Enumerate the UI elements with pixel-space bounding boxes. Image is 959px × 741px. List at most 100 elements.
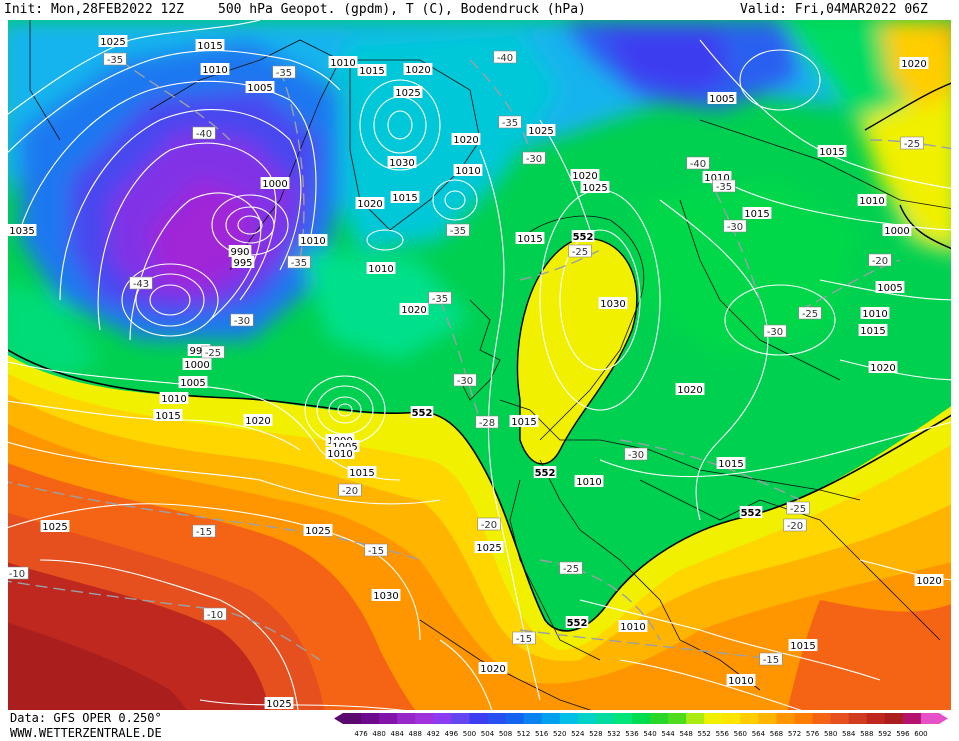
isobar-label: 1025 [393, 86, 423, 99]
init-time: Init: Mon,28FEB2022 12Z [4, 2, 185, 17]
isobar-label: 1015 [788, 639, 818, 652]
isobar-label-text: 1005 [247, 83, 272, 94]
legend-tick-label: 516 [535, 730, 549, 738]
valid-time: Valid: Fri,04MAR2022 06Z [740, 2, 928, 17]
isobar-label-text: 1025 [476, 543, 501, 554]
isobar-label: 1010 [857, 194, 887, 207]
isotherm-label-text: -25 [563, 564, 579, 575]
isotherm-label: -15 [512, 631, 536, 645]
isobar-label-text: 1010 [202, 65, 227, 76]
isobar-label: 1020 [243, 414, 273, 427]
isobar-label: 1030 [387, 156, 417, 169]
legend-tick-label: 580 [824, 730, 837, 738]
geopotential-label-text: 552 [412, 408, 433, 419]
isotherm-label: -43 [129, 276, 153, 290]
isobar-label: 1025 [474, 541, 504, 554]
isobar-label-text: 1005 [877, 283, 902, 294]
isotherm-label: -40 [192, 126, 216, 140]
isobar-label-text: 1025 [305, 526, 330, 537]
isotherm-label-text: -35 [502, 118, 518, 129]
isobar-label: 995 [231, 256, 255, 269]
legend-tick-label: 544 [661, 730, 675, 738]
isotherm-label-text: -20 [342, 486, 358, 497]
isobar-label-text: 1015 [819, 147, 844, 158]
isotherm-label: -35 [272, 65, 296, 79]
isotherm-label-text: -35 [276, 68, 292, 79]
isotherm-label: -20 [868, 253, 892, 267]
legend-swatch [902, 713, 922, 724]
legend-tick-label: 484 [390, 730, 404, 738]
isotherm-label-text: -35 [716, 182, 732, 193]
legend-swatch [884, 713, 904, 724]
isobar-label-text: 1020 [480, 664, 505, 675]
isobar-label: 1020 [868, 361, 898, 374]
isotherm-label: -30 [723, 219, 747, 233]
map-header: Init: Mon,28FEB2022 12Z 500 hPa Geopot. … [0, 0, 959, 20]
legend-swatch [397, 713, 416, 724]
isobar-label: 1005 [178, 376, 208, 389]
isobar-label: 1025 [580, 181, 610, 194]
isobar-label: 1015 [716, 457, 746, 470]
isobar-label-text: 1020 [572, 171, 597, 182]
isobar-label-text: 1000 [262, 179, 287, 190]
data-source-text: Data: GFS OPER 0.250° [10, 711, 162, 725]
isobar-label-text: 1020 [916, 576, 941, 587]
isotherm-label: -40 [493, 50, 517, 64]
isotherm-label: -30 [522, 151, 546, 165]
isotherm-label: -20 [477, 517, 501, 531]
legend-arrow-right [939, 713, 948, 724]
isotherm-label-text: -25 [904, 139, 920, 150]
geopotential-label: 552 [410, 406, 434, 419]
isobar-label: 1025 [303, 524, 333, 537]
isotherm-label-text: -10 [9, 569, 25, 580]
geopotential-label-text: 552 [573, 232, 594, 243]
legend-tick-label: 568 [770, 730, 783, 738]
isotherm-label-text: -15 [368, 546, 384, 557]
legend-tick-label: 596 [896, 730, 910, 738]
legend-swatch [343, 713, 362, 724]
isotherm-label: -35 [712, 179, 736, 193]
isobar-label: 1000 [182, 358, 212, 371]
isobar-label-text: 1015 [517, 234, 542, 245]
legend-swatch [361, 713, 380, 724]
legend-swatch [415, 713, 434, 724]
legend-tick-label: 520 [553, 730, 566, 738]
isobar-label: 1020 [675, 383, 705, 396]
isotherm-label-text: -40 [497, 53, 513, 64]
isobar-label-text: 1025 [266, 699, 291, 710]
isobar-label: 1015 [195, 39, 225, 52]
legend-swatch [794, 713, 814, 724]
isotherm-label-text: -40 [690, 159, 706, 170]
isobar-label-text: 1015 [349, 468, 374, 479]
isobar-label: 1035 [8, 224, 37, 237]
legend-tick-label: 592 [878, 730, 891, 738]
isotherm-label: -30 [230, 313, 254, 327]
isobar-label-text: 1015 [359, 66, 384, 77]
isobar-label-text: 1020 [357, 199, 382, 210]
isobar-label: 1020 [478, 662, 508, 675]
legend-tick-label: 500 [463, 730, 476, 738]
isobar-label-text: 1035 [9, 226, 34, 237]
isotherm-label: -25 [798, 306, 822, 320]
isobar-label-text: 1020 [245, 416, 270, 427]
isobar-label: 1015 [357, 64, 387, 77]
isotherm-label-text: -30 [526, 154, 542, 165]
isotherm-label-text: -20 [872, 256, 888, 267]
legend-swatch [577, 713, 597, 724]
legend-tick-label: 548 [679, 730, 692, 738]
isobar-label-text: 1010 [862, 309, 887, 320]
legend-tick-label: 588 [860, 730, 873, 738]
legend-swatch [541, 713, 561, 724]
isotherm-label: -35 [287, 255, 311, 269]
isotherm-label: -20 [783, 518, 807, 532]
isotherm-label-text: -30 [767, 327, 783, 338]
isotherm-label: -10 [8, 566, 29, 580]
legend-tick-label: 584 [842, 730, 856, 738]
legend-tick-label: 600 [914, 730, 927, 738]
legend-tick-label: 488 [409, 730, 422, 738]
isobar-label: 1025 [98, 35, 128, 48]
isobar-label-text: 1010 [455, 166, 480, 177]
isobar-label-text: 1010 [859, 196, 884, 207]
legend-arrow-left [334, 713, 343, 724]
isobar-label: 1015 [515, 232, 545, 245]
